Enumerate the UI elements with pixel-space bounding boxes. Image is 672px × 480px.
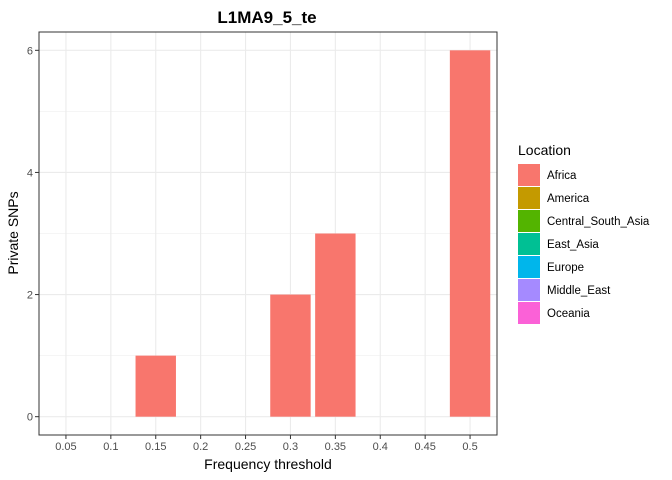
legend-label: East_Asia (547, 239, 599, 251)
legend: Location Africa America Central_South_Asia… (518, 142, 650, 324)
grid-minor (39, 111, 497, 356)
bar (135, 355, 176, 417)
y-axis-title: Private SNPs (5, 191, 21, 274)
legend-key (518, 187, 540, 209)
y-tick-label: 0 (27, 412, 33, 424)
legend-key (518, 302, 540, 324)
x-tick-label: 0.45 (414, 441, 435, 453)
x-axis: 0.05 0.1 0.15 0.2 0.25 0.3 0.35 0.4 0.45 0.5 (55, 435, 478, 453)
legend-label: Middle_East (547, 285, 611, 297)
bar (315, 233, 356, 417)
legend-key (518, 256, 540, 278)
bar (270, 294, 311, 417)
x-tick-label: 0.15 (145, 441, 166, 453)
y-axis: 0 2 4 6 (27, 45, 39, 424)
x-tick-label: 0.1 (103, 441, 118, 453)
bars (135, 50, 491, 417)
legend-label: Africa (547, 170, 577, 182)
x-tick-label: 0.3 (283, 441, 298, 453)
bar (449, 50, 491, 417)
x-tick-label: 0.35 (325, 441, 346, 453)
legend-key (518, 210, 540, 232)
y-tick-label: 6 (27, 45, 33, 57)
legend-label: Europe (547, 262, 584, 274)
y-tick-label: 4 (27, 167, 33, 179)
x-tick-label: 0.25 (235, 441, 256, 453)
legend-key (518, 233, 540, 255)
legend-title: Location (518, 142, 571, 158)
chart-title: L1MA9_5_te (217, 8, 316, 27)
legend-label: America (547, 193, 590, 205)
x-axis-title: Frequency threshold (204, 456, 332, 472)
legend-key (518, 164, 540, 186)
y-tick-label: 2 (27, 290, 33, 302)
x-tick-label: 0.5 (462, 441, 477, 453)
legend-label: Central_South_Asia (547, 216, 650, 228)
legend-items: Africa America Central_South_Asia East_Asia… (518, 164, 650, 324)
panel-border (38, 31, 498, 436)
x-tick-label: 0.2 (193, 441, 208, 453)
x-tick-label: 0.4 (373, 441, 388, 453)
legend-label: Oceania (547, 308, 590, 320)
x-tick-label: 0.05 (55, 441, 76, 453)
legend-key (518, 279, 540, 301)
plot-panel (38, 31, 498, 436)
